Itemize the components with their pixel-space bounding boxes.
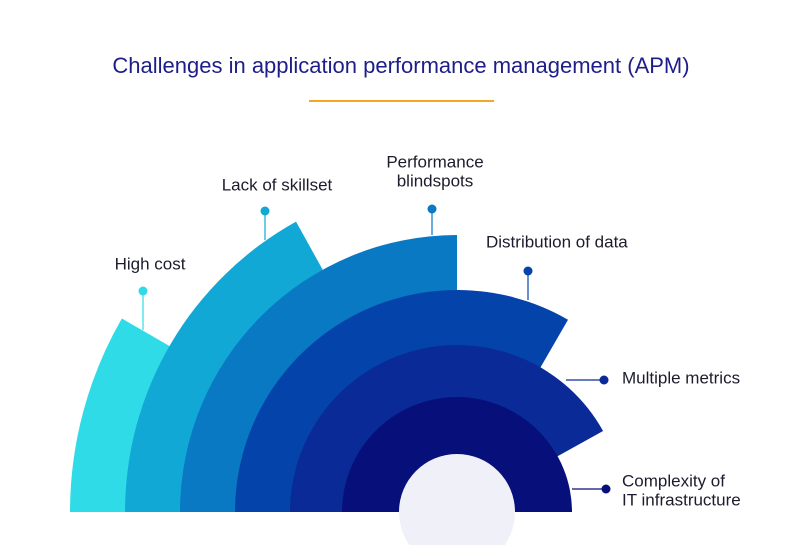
center-circle — [399, 454, 515, 545]
item-label: IT infrastructure — [622, 490, 741, 509]
item-label: High cost — [115, 254, 186, 273]
item-label: Lack of skillset — [222, 175, 333, 194]
leader-dot — [523, 266, 533, 276]
item-label: Performance — [386, 152, 483, 171]
leader-dot — [427, 204, 437, 214]
labels: High cost Lack of skillset Performanceblin… — [115, 152, 741, 509]
leader-dot — [599, 375, 609, 385]
item-label: blindspots — [397, 171, 474, 190]
leader-dot — [260, 206, 270, 216]
title: Challenges in application performance ma… — [112, 53, 689, 78]
leader-dot — [601, 484, 611, 494]
item-label: Distribution of data — [486, 232, 628, 251]
leader-dot — [138, 286, 148, 296]
sectors — [70, 221, 604, 545]
item-label: Multiple metrics — [622, 368, 740, 387]
item-label: Complexity of — [622, 471, 725, 490]
